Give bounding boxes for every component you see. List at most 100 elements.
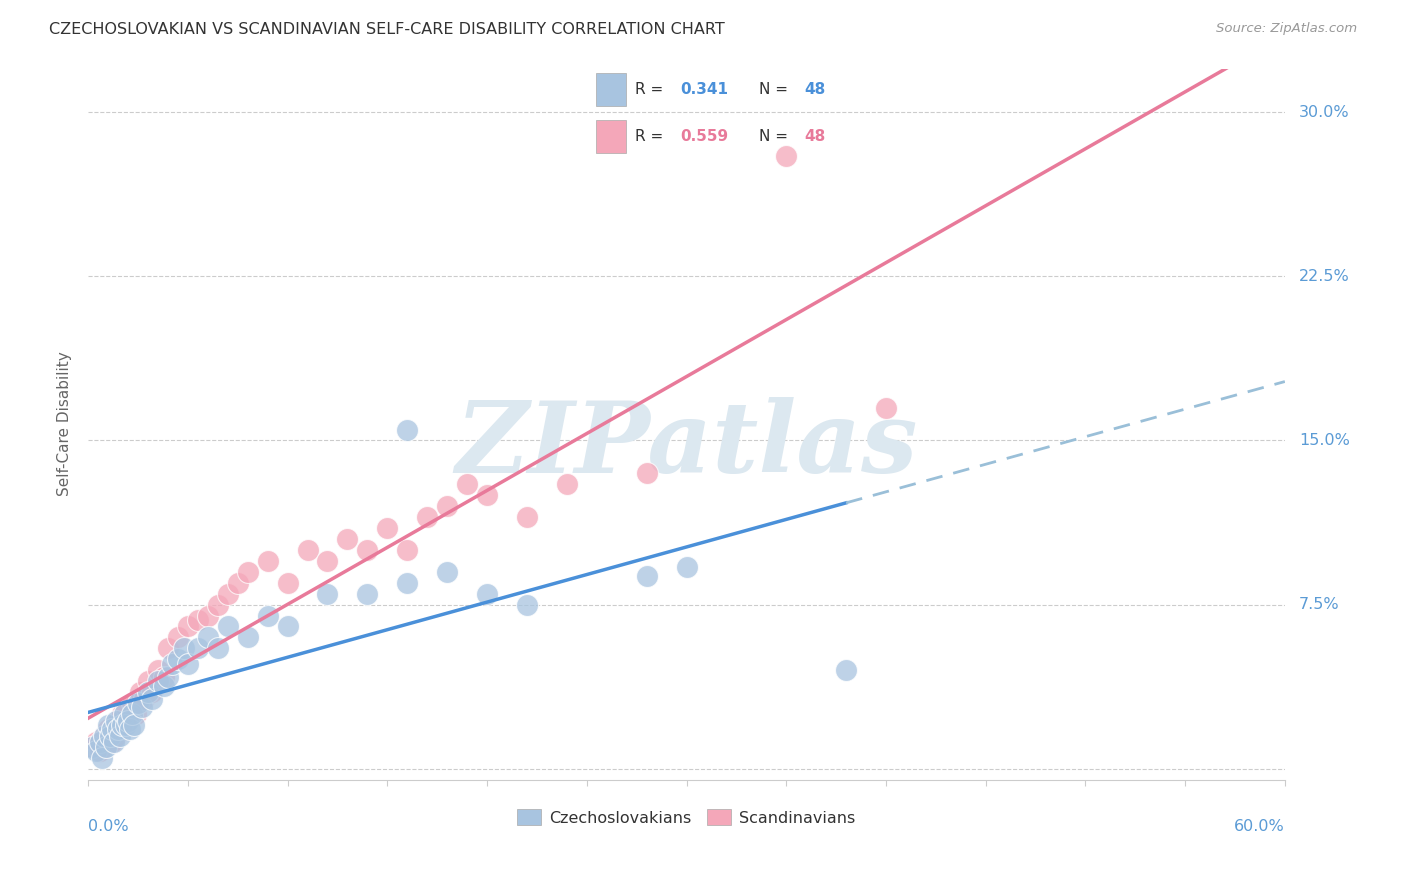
Point (117, 714, 139, 728)
Point (103, 718, 125, 732)
Y-axis label: Self-Care Disability: Self-Care Disability (58, 351, 72, 497)
Point (256, 554, 278, 568)
Point (197, 631, 219, 645)
Point (136, 685, 159, 699)
Point (84, 744, 107, 758)
Point (97, 718, 120, 732)
Point (236, 565, 259, 579)
Point (516, 510, 538, 524)
Point (129, 685, 152, 699)
Point (177, 619, 200, 633)
Point (89, 744, 111, 758)
Point (316, 587, 339, 601)
Point (675, 560, 697, 574)
Point (146, 663, 169, 677)
Point (141, 691, 163, 706)
Point (118, 723, 141, 737)
Point (167, 631, 190, 645)
Point (187, 641, 209, 656)
Point (127, 696, 149, 710)
Point (396, 423, 419, 437)
Point (436, 499, 458, 513)
FancyBboxPatch shape (596, 120, 626, 153)
FancyBboxPatch shape (596, 73, 626, 105)
Point (160, 657, 183, 671)
Point (336, 532, 359, 546)
Point (156, 641, 179, 656)
Point (115, 718, 138, 732)
Point (94, 739, 117, 754)
Point (316, 554, 339, 568)
Point (197, 608, 219, 623)
Point (101, 735, 124, 749)
Point (375, 521, 398, 535)
Point (187, 613, 209, 627)
Point (136, 674, 159, 689)
Point (396, 575, 419, 590)
Point (108, 729, 131, 743)
Point (105, 714, 128, 728)
Point (111, 706, 134, 721)
Legend: Czechoslovakians, Scandinavians: Czechoslovakians, Scandinavians (510, 803, 862, 832)
Text: R =: R = (636, 128, 668, 144)
Point (107, 714, 129, 728)
Point (115, 700, 138, 714)
Point (121, 706, 143, 721)
Point (555, 477, 578, 491)
Point (156, 670, 179, 684)
Point (112, 706, 135, 721)
Point (132, 691, 155, 706)
Point (153, 670, 176, 684)
Point (416, 510, 439, 524)
Point (82, 739, 104, 754)
Point (217, 587, 239, 601)
Point (636, 569, 658, 583)
Text: 0.559: 0.559 (681, 128, 728, 144)
Point (775, 149, 797, 163)
Point (207, 598, 229, 612)
Text: Source: ZipAtlas.com: Source: ZipAtlas.com (1216, 22, 1357, 36)
Point (356, 542, 378, 557)
Point (111, 718, 134, 732)
Point (436, 565, 458, 579)
Point (167, 652, 190, 666)
Point (112, 718, 135, 732)
Point (516, 598, 538, 612)
Text: ZIPatlas: ZIPatlas (456, 397, 918, 493)
Point (98, 729, 121, 743)
Point (236, 631, 259, 645)
Point (256, 608, 278, 623)
Point (396, 542, 419, 557)
Point (141, 685, 163, 699)
Point (475, 488, 498, 502)
Point (146, 674, 169, 689)
Point (122, 718, 145, 732)
Point (121, 696, 143, 710)
Point (91, 750, 114, 764)
Point (835, 663, 858, 677)
Point (93, 729, 115, 743)
Text: CZECHOSLOVAKIAN VS SCANDINAVIAN SELF-CARE DISABILITY CORRELATION CHART: CZECHOSLOVAKIAN VS SCANDINAVIAN SELF-CAR… (49, 22, 725, 37)
Point (84, 735, 107, 749)
Point (108, 723, 131, 737)
Point (207, 641, 229, 656)
Point (277, 575, 299, 590)
Point (217, 619, 239, 633)
Point (97, 723, 120, 737)
Point (456, 477, 478, 491)
Point (131, 700, 153, 714)
Point (89, 735, 111, 749)
Point (105, 729, 128, 743)
Point (107, 723, 129, 737)
Text: 60.0%: 60.0% (1234, 819, 1285, 834)
Point (82, 739, 104, 754)
Point (636, 467, 658, 481)
Text: 22.5%: 22.5% (1299, 268, 1350, 284)
Text: N =: N = (759, 81, 793, 96)
Point (277, 619, 299, 633)
Point (101, 723, 124, 737)
Point (475, 587, 498, 601)
Point (177, 657, 200, 671)
Point (117, 714, 139, 728)
Text: 48: 48 (804, 81, 825, 96)
